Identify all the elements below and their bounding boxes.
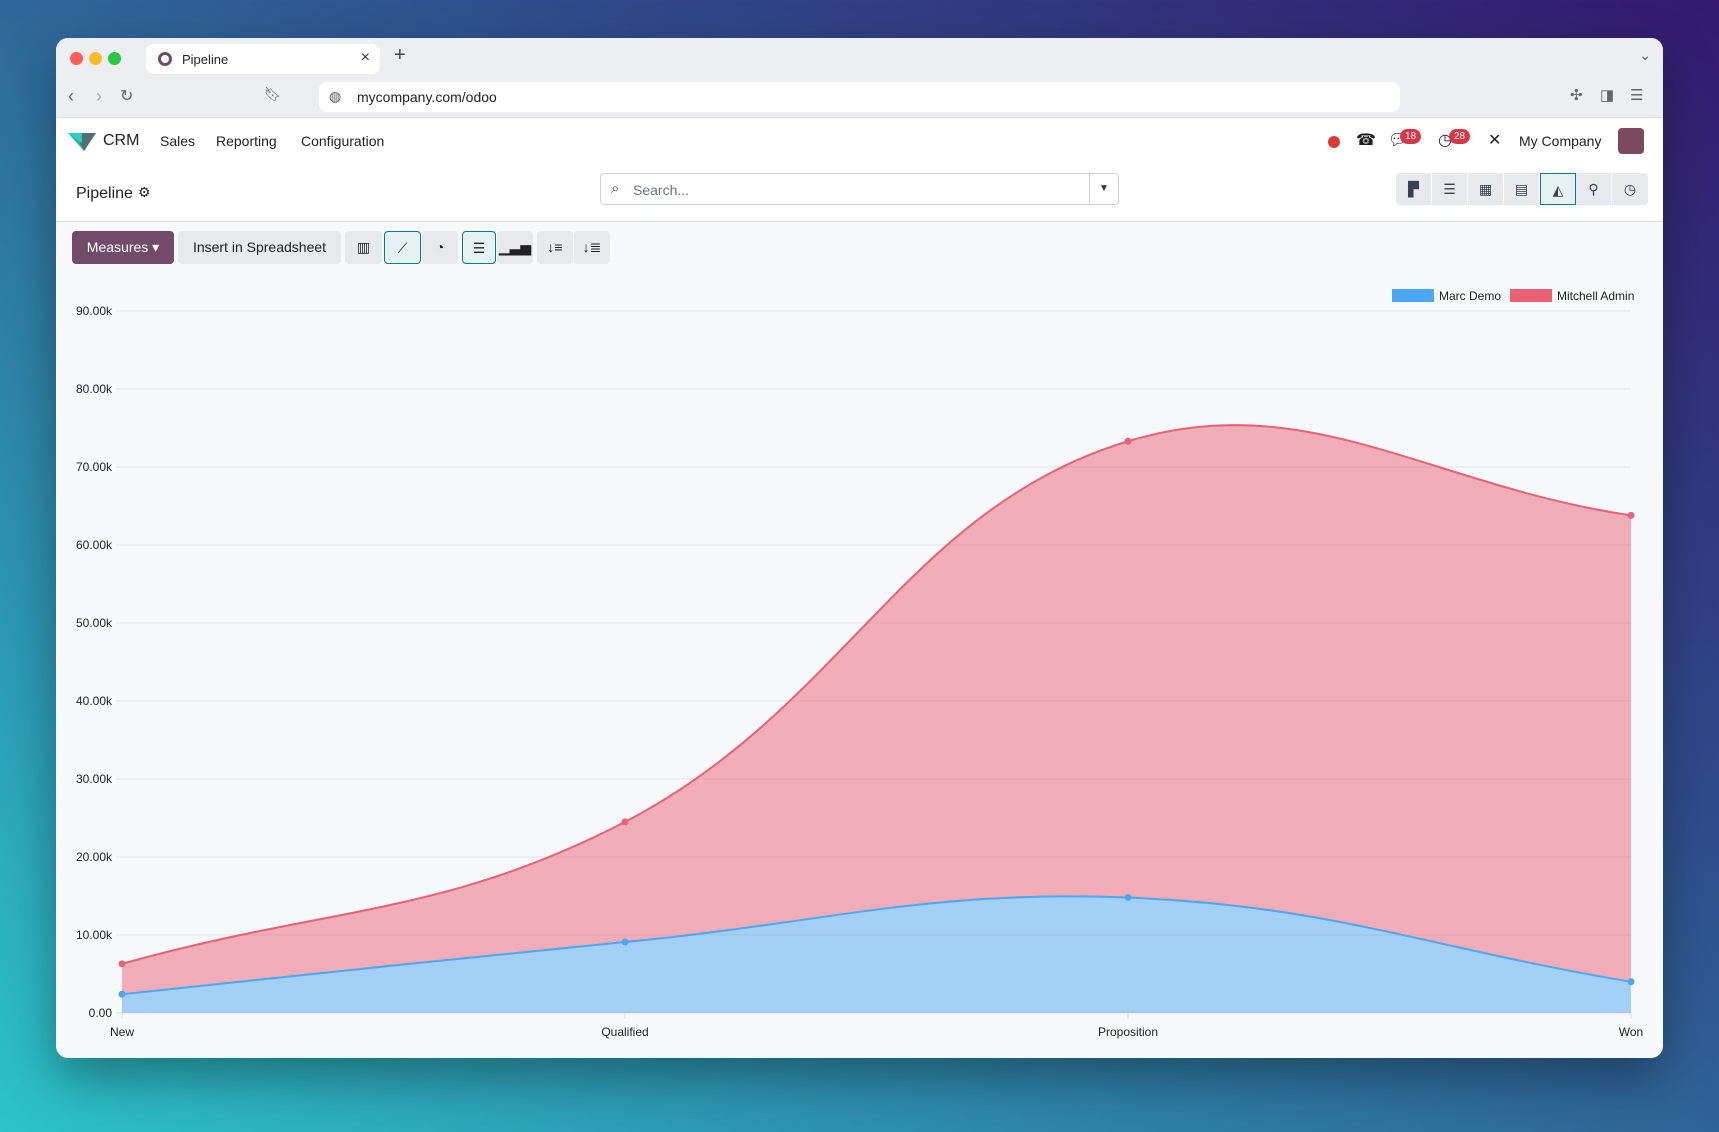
y-tick-label: 90.00k <box>76 304 113 318</box>
insert-spreadsheet-button[interactable]: Insert in Spreadsheet <box>178 231 341 264</box>
measures-button[interactable]: Measures ▾ <box>72 231 174 264</box>
minimize-window-button[interactable] <box>89 52 102 65</box>
line-mitchell-admin <box>121 424 1632 965</box>
maximize-window-button[interactable] <box>108 52 121 65</box>
y-tick-label: 60.00k <box>76 538 113 552</box>
tab-bar: Pipeline × + ⌄ <box>56 38 1663 78</box>
legend-swatch <box>1392 289 1434 302</box>
stacked-toggle-button[interactable]: ☰ <box>462 231 496 264</box>
list-view-button[interactable]: ☰ <box>1432 173 1468 205</box>
chevron-down-icon[interactable]: ⌄ <box>1639 47 1651 63</box>
odoo-favicon-icon <box>158 52 172 66</box>
line-marc-demo <box>121 895 1632 996</box>
y-tick-label: 40.00k <box>76 694 113 708</box>
close-window-button[interactable] <box>70 52 83 65</box>
menu-icon[interactable]: ☰ <box>1630 87 1644 104</box>
forward-icon[interactable]: › <box>96 86 102 106</box>
calendar-view-button[interactable]: ▦ <box>1468 173 1504 205</box>
graph-view-button[interactable]: ◭ <box>1540 173 1576 205</box>
line-chart-button[interactable]: ⟋ <box>384 231 421 264</box>
pie-chart-button[interactable]: ◔ <box>422 231 458 264</box>
new-tab-button[interactable]: + <box>394 44 406 66</box>
y-tick-label: 50.00k <box>76 616 113 630</box>
legend-label[interactable]: Marc Demo <box>1439 289 1501 303</box>
data-point <box>118 960 126 968</box>
phone-icon[interactable]: ☎ <box>1356 132 1376 149</box>
app-name[interactable]: CRM <box>103 132 140 149</box>
menu-reporting[interactable]: Reporting <box>216 133 277 149</box>
y-tick-label: 10.00k <box>76 928 113 942</box>
company-switcher[interactable]: My Company <box>1519 133 1602 149</box>
sort-descending-button[interactable]: ↓≡ <box>537 231 573 264</box>
activities-clock-icon[interactable]: ◷ <box>1438 132 1452 149</box>
data-point <box>621 938 629 946</box>
pivot-view-button[interactable]: ▤ <box>1504 173 1540 205</box>
x-tick-label: Qualified <box>601 1025 648 1039</box>
data-point <box>1124 894 1132 902</box>
bar-chart-button[interactable]: ▥ <box>345 231 382 264</box>
legend-label[interactable]: Mitchell Admin <box>1557 289 1634 303</box>
data-point <box>1124 437 1132 445</box>
menu-configuration[interactable]: Configuration <box>301 133 385 149</box>
control-panel: Pipeline ⚙ ⌕ Search... ▼ ▛ ☰ ▦ ▤ ◭ ⚲ ◷ <box>56 165 1663 222</box>
x-tick-label: New <box>110 1025 134 1039</box>
search-input[interactable]: ⌕ Search... ▼ <box>600 173 1119 205</box>
y-tick-label: 80.00k <box>76 382 113 396</box>
extensions-icon[interactable]: ✣ <box>1570 87 1583 104</box>
close-tab-icon[interactable]: × <box>360 49 370 66</box>
address-bar-row: ‹ › ↻ 🔖︎ ◍ mycompany.com/odoo ✣ ◨ ☰ <box>56 78 1663 118</box>
url-field[interactable]: ◍ mycompany.com/odoo <box>319 82 1400 112</box>
recording-status-icon[interactable] <box>1328 136 1340 148</box>
area-mitchell-admin <box>122 425 1631 995</box>
map-view-button[interactable]: ⚲ <box>1576 173 1612 205</box>
messages-badge: 18 <box>1400 129 1422 144</box>
sort-ascending-button[interactable]: ↓≣ <box>574 231 610 264</box>
avatar[interactable] <box>1618 128 1644 154</box>
reload-icon[interactable]: ↻ <box>120 88 134 105</box>
cumulative-toggle-button[interactable]: ▁▃▅ <box>497 231 533 264</box>
y-tick-label: 30.00k <box>76 772 113 786</box>
data-point <box>1627 978 1635 986</box>
bookmark-icon[interactable]: 🔖︎ <box>264 86 282 102</box>
x-tick-label: Won <box>1619 1025 1643 1039</box>
browser-tab[interactable]: Pipeline × <box>146 44 380 74</box>
kanban-view-button[interactable]: ▛ <box>1396 173 1432 205</box>
gear-icon[interactable]: ⚙ <box>138 184 151 200</box>
sidebar-icon[interactable]: ◨ <box>1600 87 1615 104</box>
crm-logo-icon <box>68 133 96 151</box>
page-title: Pipeline <box>76 185 133 202</box>
search-options-toggle[interactable]: ▼ <box>1089 174 1118 204</box>
menu-sales[interactable]: Sales <box>160 133 196 149</box>
view-switcher: ▛ ☰ ▦ ▤ ◭ ⚲ ◷ <box>1396 173 1648 205</box>
search-icon: ⌕ <box>611 180 620 197</box>
globe-icon: ◍ <box>329 88 342 104</box>
data-point <box>1627 511 1635 519</box>
legend-swatch <box>1510 289 1553 302</box>
activity-view-button[interactable]: ◷ <box>1623 181 1637 197</box>
y-tick-label: 0.00 <box>89 1006 113 1020</box>
back-icon[interactable]: ‹ <box>68 86 74 106</box>
x-tick-label: Proposition <box>1098 1025 1158 1039</box>
y-tick-label: 70.00k <box>76 460 113 474</box>
tools-icon[interactable]: ✕ <box>1488 132 1502 149</box>
data-point <box>621 818 629 826</box>
odoo-navbar: CRM Sales Reporting Configuration ☎ 💬︎ 1… <box>56 118 1663 165</box>
data-point <box>118 990 126 998</box>
area-marc-demo <box>122 896 1631 1013</box>
activities-badge: 28 <box>1449 129 1471 144</box>
y-tick-label: 20.00k <box>76 850 113 864</box>
